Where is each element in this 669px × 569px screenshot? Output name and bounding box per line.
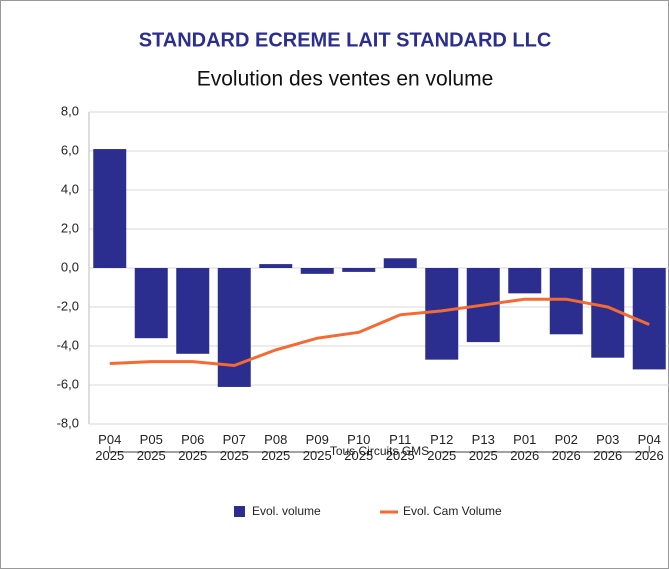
y-tick-label: -6,0 [57, 376, 79, 391]
bar [134, 268, 168, 339]
chart-subtitle: Evolution des ventes en volume [197, 68, 494, 91]
bar [383, 258, 417, 268]
bar [342, 268, 376, 272]
x-tick-label: P04 2026 [634, 432, 664, 463]
chart-title: STANDARD ECREME LAIT STANDARD LLC [139, 29, 552, 51]
x-tick-label: P10 2025 [344, 432, 374, 463]
x-tick-label: P11 2025 [385, 432, 415, 463]
y-tick-label: 2,0 [61, 220, 79, 235]
group-label: Tous Circuits GMS [330, 444, 429, 458]
x-tick-label: P05 2025 [136, 432, 166, 463]
x-tick-label: P12 2025 [427, 432, 457, 463]
x-tick-label: P09 2025 [302, 432, 332, 463]
x-tick-label: P13 2025 [468, 432, 498, 463]
bar [508, 268, 542, 294]
legend-label: Evol. volume [252, 504, 321, 518]
legend-label: Evol. Cam Volume [403, 504, 502, 518]
x-tick-label: P07 2025 [219, 432, 249, 463]
x-tick-label: P03 2026 [593, 432, 623, 463]
y-tick-label: -2,0 [57, 298, 79, 313]
bar [176, 268, 210, 354]
group-bracket [109, 446, 650, 453]
x-tick-label: P04 2025 [95, 432, 125, 463]
legend-swatch [234, 506, 245, 517]
bar [259, 264, 293, 268]
y-tick-label: -4,0 [57, 337, 79, 352]
y-tick-label: 0,0 [61, 259, 79, 274]
y-tick-label: 4,0 [61, 181, 79, 196]
y-tick-label: 8,0 [61, 103, 79, 118]
line [109, 297, 650, 368]
x-tick-label: P06 2025 [178, 432, 208, 463]
bar [425, 268, 459, 360]
bar [217, 268, 251, 387]
x-tick-label: P01 2026 [510, 432, 540, 463]
y-tick-label: -8,0 [57, 415, 79, 430]
bar [300, 268, 334, 274]
bar [93, 149, 127, 268]
x-tick-label: P02 2026 [551, 432, 581, 463]
y-tick-label: 6,0 [61, 142, 79, 157]
x-tick-label: P08 2025 [261, 432, 291, 463]
